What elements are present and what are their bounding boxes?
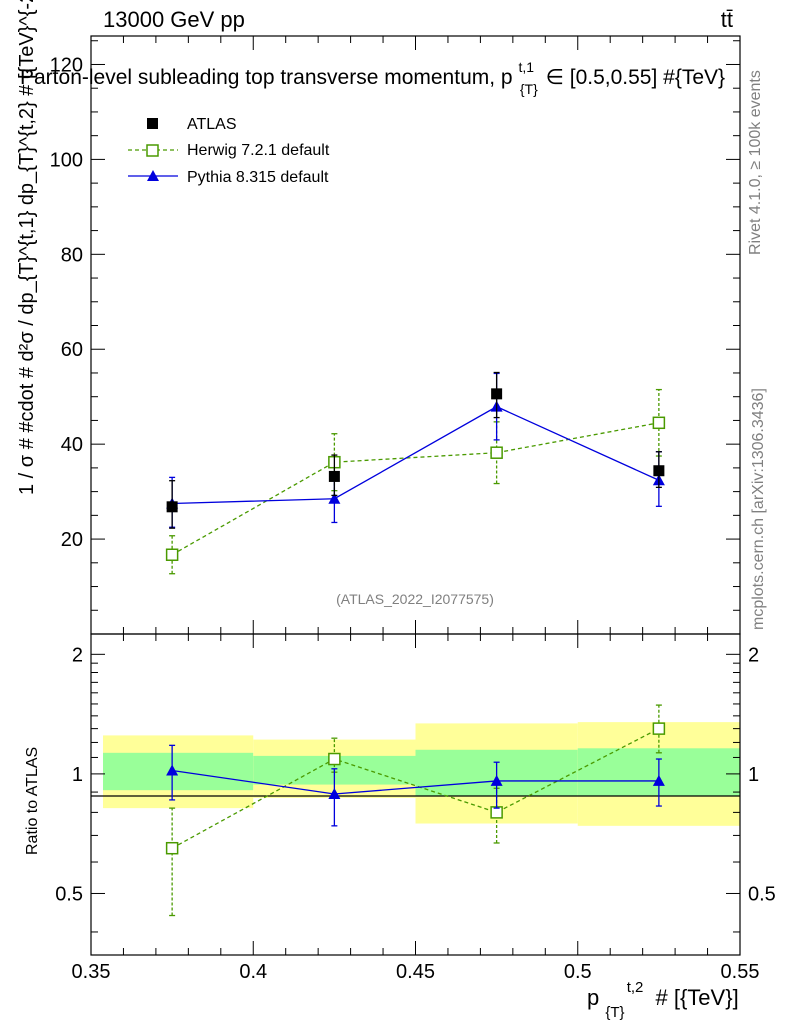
ratio-xtick-label: 0.4: [239, 961, 267, 983]
main-ytick-label: 40: [61, 434, 83, 456]
main-ytick-label: 100: [50, 149, 83, 171]
main-series-pythia: [166, 372, 665, 528]
ratio-ytick-label-right: 2: [748, 644, 759, 666]
ratio-ytick-label-right: 1: [748, 764, 759, 786]
legend-entry-atlas: ATLAS: [147, 116, 237, 133]
x-axis-label: p {T} t,2 # [{TeV}]: [587, 972, 739, 1022]
plot-title-tail: ∈ [0.5,0.55] #{TeV}: [546, 66, 725, 89]
main-line-pythia: [172, 405, 660, 505]
ratio-point-pythia: [652, 774, 665, 786]
main-point-atlas: [653, 465, 665, 477]
x-axis-label-sup: t,2: [627, 979, 644, 996]
main-point-pythia: [328, 492, 341, 504]
plot-title: Parton-level subleading top transverse m…: [20, 54, 725, 99]
ratio-axes: 0.5 0.5 1 1 2 2 0.35 0.4 0.45 0.5 0.55: [55, 634, 776, 983]
ratio-xtick-label: 0.5: [564, 961, 592, 983]
analysis-watermark: (ATLAS_2022_I2077575): [336, 591, 494, 607]
main-y-axis-label: 1 / σ # #cdot # d²σ / dp_{T}^{t,1} dp_{T…: [16, 0, 38, 495]
main-line-herwig: [171, 422, 659, 556]
ratio-ytick-label-left: 0.5: [55, 883, 83, 905]
ratio-xtick-label: 0.35: [72, 961, 111, 983]
rivet-label: Rivet 4.1.0, ≥ 100k events: [747, 70, 764, 255]
main-ytick-label: 20: [61, 529, 83, 551]
main-series: [165, 371, 666, 575]
main-point-atlas: [491, 388, 503, 400]
mcplots-label: mcplots.cern.ch [arXiv:1306.3436]: [750, 388, 767, 630]
legend-marker-atlas: [147, 118, 158, 129]
main-series-herwig: [165, 388, 666, 575]
ratio-xtick-label: 0.45: [396, 961, 435, 983]
ratio-ytick-label-left: 1: [72, 764, 83, 786]
x-axis-label-sub: {T}: [605, 1004, 624, 1021]
ratio-point-herwig: [165, 841, 179, 855]
plot-title-sup: t,1: [518, 59, 534, 75]
main-point-atlas: [328, 470, 340, 482]
ratio-point-herwig: [652, 722, 666, 735]
ratio-line-herwig: [171, 728, 660, 849]
main-ytick-label: 60: [61, 339, 83, 361]
legend-entry-pythia: Pythia 8.315 default: [128, 169, 329, 186]
process-label: tt̄: [721, 7, 733, 32]
ratio-point-herwig: [328, 752, 341, 766]
ratio-point-pythia: [166, 764, 179, 776]
legend-marker-herwig: [146, 144, 159, 157]
main-point-atlas: [166, 501, 178, 513]
main-point-herwig: [652, 416, 666, 430]
ratio-point-pythia: [490, 774, 503, 786]
ratio-ytick-label-left: 2: [72, 644, 83, 666]
ratio-panel: 0.5 0.5 1 1 2 2 0.35 0.4 0.45 0.5 0.55: [55, 633, 776, 983]
plot-title-sub: {T}: [520, 81, 538, 97]
main-point-herwig: [165, 548, 179, 561]
legend-label-atlas: ATLAS: [187, 116, 237, 133]
legend-label-pythia: Pythia 8.315 default: [187, 169, 329, 186]
ratio-ytick-label-right: 0.5: [748, 883, 776, 905]
x-axis-label-tail: # [{TeV}]: [656, 985, 739, 1010]
main-axes: 20 40 60 80 100 120: [50, 36, 741, 634]
ratio-y-axis-label: Ratio to ATLAS: [24, 747, 41, 855]
legend-label-herwig: Herwig 7.2.1 default: [187, 142, 330, 159]
ratio-series-pythia: [166, 744, 665, 827]
ratio-xtick-label: 0.55: [721, 961, 760, 983]
legend: ATLAS Herwig 7.2.1 default Pythia 8.315 …: [128, 116, 330, 186]
plot-title-main: Parton-level subleading top transverse m…: [20, 66, 513, 89]
legend-marker-pythia: [147, 170, 159, 181]
x-axis-label-main: p: [587, 985, 599, 1010]
main-ytick-label: 120: [50, 54, 83, 76]
main-point-herwig: [490, 446, 503, 459]
legend-entry-herwig: Herwig 7.2.1 default: [128, 142, 330, 159]
ratio-series: [165, 704, 666, 917]
ratio-point-pythia: [328, 787, 341, 799]
main-ytick-label: 80: [61, 244, 83, 266]
main-series-atlas: [166, 371, 665, 529]
ratio-line-pythia: [172, 769, 659, 795]
energy-label: 13000 GeV pp: [103, 7, 245, 32]
